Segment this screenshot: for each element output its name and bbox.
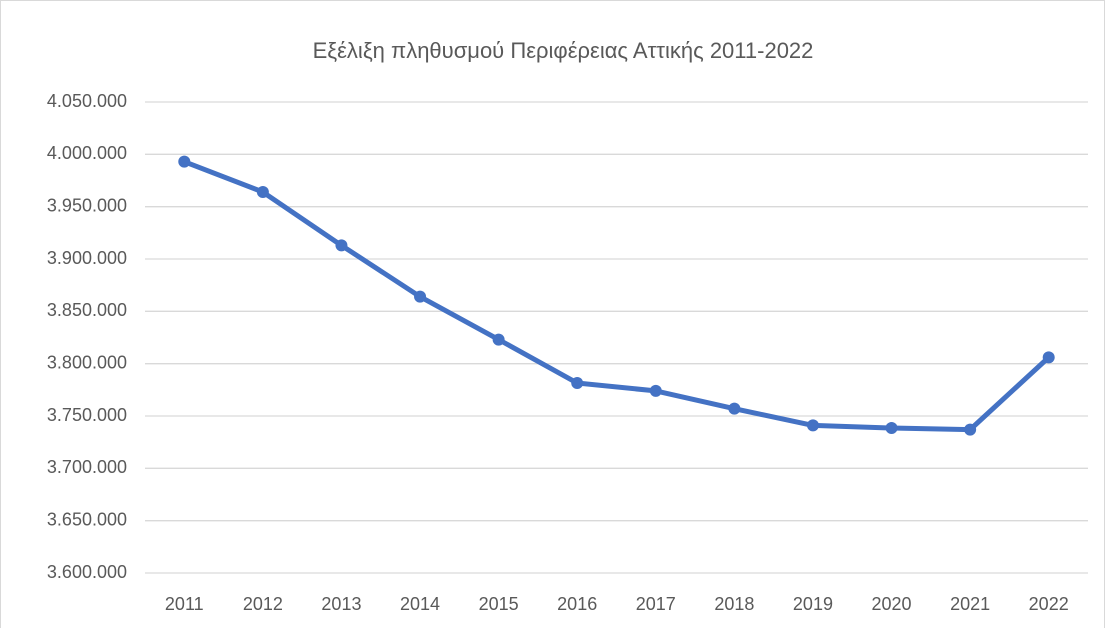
x-tick-label: 2011	[165, 594, 204, 614]
x-tick-label: 2020	[872, 594, 912, 614]
x-tick-label: 2019	[793, 594, 833, 614]
y-tick-label: 3.900.000	[47, 248, 127, 268]
marker	[256, 186, 269, 199]
chart-title: Εξέλιξη πληθυσμού Περιφέρειας Αττικής 20…	[313, 38, 814, 63]
marker	[571, 377, 584, 390]
x-tick-label: 2015	[479, 594, 519, 614]
x-tick-label: 2022	[1029, 594, 1069, 614]
y-tick-label: 4.000.000	[47, 143, 127, 163]
y-tick-label: 3.850.000	[47, 300, 127, 320]
marker	[335, 239, 348, 252]
x-tick-label: 2014	[400, 594, 440, 614]
marker	[492, 333, 505, 346]
y-tick-label: 3.700.000	[47, 457, 127, 477]
y-tick-label: 3.750.000	[47, 405, 127, 425]
marker	[649, 384, 662, 397]
x-tick-label: 2013	[321, 594, 361, 614]
x-tick-label: 2012	[243, 594, 283, 614]
y-tick-label: 4.050.000	[47, 91, 127, 111]
marker	[414, 290, 427, 303]
line	[181, 159, 1052, 433]
y-tick-label: 3.650.000	[47, 509, 127, 529]
x-tick-label: 2016	[557, 594, 597, 614]
x-tick-label: 2018	[714, 594, 754, 614]
x-tick-label: 2021	[950, 594, 990, 614]
marker	[964, 423, 977, 436]
marker	[1042, 351, 1055, 364]
marker	[885, 422, 898, 435]
y-tick-label: 3.800.000	[47, 352, 127, 372]
marker	[728, 402, 741, 415]
marker	[178, 155, 191, 168]
marker	[806, 419, 819, 432]
y-tick-label: 3.600.000	[47, 562, 127, 582]
x-tick-label: 2017	[636, 594, 676, 614]
y-tick-label: 3.950.000	[47, 195, 127, 215]
